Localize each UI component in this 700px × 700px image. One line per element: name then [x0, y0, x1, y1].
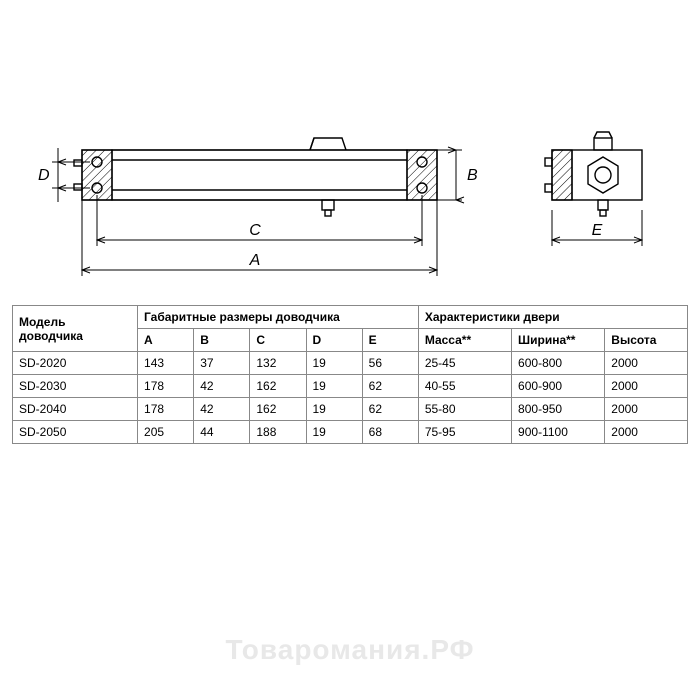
cell-d: 19 [306, 421, 362, 444]
col-b: B [194, 329, 250, 352]
col-width: Ширина** [512, 329, 605, 352]
cell-width: 600-900 [512, 375, 605, 398]
cell-b: 42 [194, 398, 250, 421]
cell-height: 2000 [605, 375, 688, 398]
cell-width: 600-800 [512, 352, 605, 375]
table-row: SD-2030 178 42 162 19 62 40-55 600-900 2… [13, 375, 688, 398]
dim-label-c: C [249, 222, 261, 239]
cell-a: 178 [138, 375, 194, 398]
cell-mass: 75-95 [418, 421, 511, 444]
header-dims: Габаритные размеры доводчика [138, 306, 419, 329]
dim-label-d: D [38, 167, 50, 184]
cell-model: SD-2050 [13, 421, 138, 444]
cell-e: 62 [362, 375, 418, 398]
cell-e: 62 [362, 398, 418, 421]
cell-width: 900-1100 [512, 421, 605, 444]
cell-width: 800-950 [512, 398, 605, 421]
cell-b: 44 [194, 421, 250, 444]
cell-height: 2000 [605, 352, 688, 375]
cell-model: SD-2020 [13, 352, 138, 375]
cell-c: 162 [250, 398, 306, 421]
cell-c: 188 [250, 421, 306, 444]
cell-model: SD-2030 [13, 375, 138, 398]
cell-b: 37 [194, 352, 250, 375]
table-row: SD-2050 205 44 188 19 68 75-95 900-1100 … [13, 421, 688, 444]
cell-d: 19 [306, 352, 362, 375]
cell-mass: 25-45 [418, 352, 511, 375]
cell-height: 2000 [605, 421, 688, 444]
header-door: Характеристики двери [418, 306, 687, 329]
cell-e: 56 [362, 352, 418, 375]
col-d: D [306, 329, 362, 352]
cell-d: 19 [306, 398, 362, 421]
col-e: E [362, 329, 418, 352]
spec-table: Модель доводчика Габаритные размеры дово… [12, 305, 688, 444]
cell-e: 68 [362, 421, 418, 444]
col-a: A [138, 329, 194, 352]
col-height: Высота [605, 329, 688, 352]
header-model: Модель доводчика [13, 306, 138, 352]
dim-label-b: B [467, 167, 478, 184]
dim-label-e: E [592, 222, 603, 239]
cell-height: 2000 [605, 398, 688, 421]
cell-d: 19 [306, 375, 362, 398]
cell-b: 42 [194, 375, 250, 398]
table-header-row-1: Модель доводчика Габаритные размеры дово… [13, 306, 688, 329]
col-c: C [250, 329, 306, 352]
cell-c: 162 [250, 375, 306, 398]
technical-drawing: A C B D [0, 0, 700, 300]
dim-label-a: A [249, 252, 261, 269]
cell-mass: 40-55 [418, 375, 511, 398]
cell-a: 143 [138, 352, 194, 375]
table-row: SD-2040 178 42 162 19 62 55-80 800-950 2… [13, 398, 688, 421]
cell-a: 178 [138, 398, 194, 421]
cell-model: SD-2040 [13, 398, 138, 421]
col-mass: Масса** [418, 329, 511, 352]
watermark: Товаромания.РФ [0, 634, 700, 666]
cell-a: 205 [138, 421, 194, 444]
cell-mass: 55-80 [418, 398, 511, 421]
table-row: SD-2020 143 37 132 19 56 25-45 600-800 2… [13, 352, 688, 375]
cell-c: 132 [250, 352, 306, 375]
